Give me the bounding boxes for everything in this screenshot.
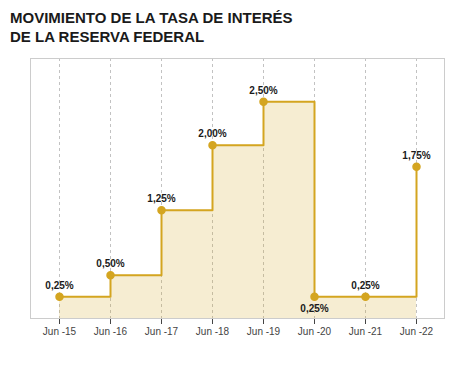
- svg-text:Jun -20: Jun -20: [298, 326, 332, 337]
- svg-text:Jun -19: Jun -19: [247, 326, 281, 337]
- svg-text:Jun -15: Jun -15: [43, 326, 77, 337]
- svg-text:Jun -22: Jun -22: [400, 326, 434, 337]
- svg-text:1,75%: 1,75%: [402, 150, 430, 161]
- svg-text:Jun -16: Jun -16: [94, 326, 128, 337]
- svg-text:0,25%: 0,25%: [300, 303, 328, 314]
- svg-text:2,00%: 2,00%: [198, 128, 226, 139]
- svg-text:0,25%: 0,25%: [45, 280, 73, 291]
- svg-text:Jun -18: Jun -18: [196, 326, 230, 337]
- html-text:DE LA RESERVA FEDERAL: DE LA RESERVA FEDERAL: [10, 28, 205, 45]
- html-text:MOVIMIENTO DE LA TASA DE INTER: MOVIMIENTO DE LA TASA DE INTERÉS: [10, 9, 293, 26]
- svg-text:Jun -17: Jun -17: [145, 326, 179, 337]
- svg-text:0,25%: 0,25%: [351, 280, 379, 291]
- svg-text:2,50%: 2,50%: [249, 85, 277, 96]
- svg-text:1,25%: 1,25%: [147, 193, 175, 204]
- svg-text:Jun -21: Jun -21: [349, 326, 383, 337]
- svg-text:0,50%: 0,50%: [96, 258, 124, 269]
